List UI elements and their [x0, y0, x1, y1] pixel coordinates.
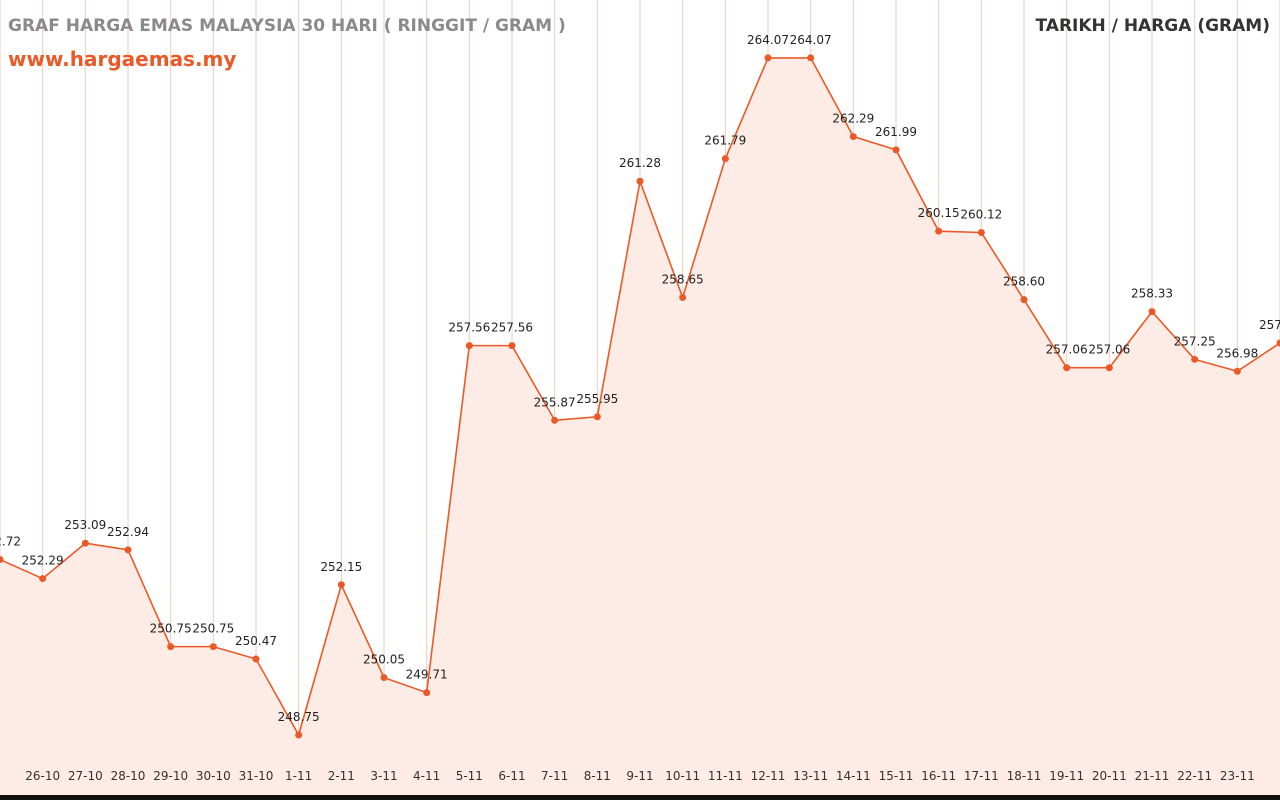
point	[935, 227, 943, 235]
x-tick-label: 20-11	[1092, 769, 1127, 783]
x-tick-label: 2-11	[328, 769, 355, 783]
value-label: 252.94	[107, 525, 149, 539]
value-label: 252.72	[0, 535, 21, 549]
value-label: 261.28	[619, 156, 661, 170]
value-label: 258.60	[1003, 275, 1045, 289]
point	[465, 342, 473, 350]
value-label: 250.05	[363, 653, 405, 667]
value-label: 262.29	[832, 112, 874, 126]
value-label: 250.75	[192, 622, 234, 636]
value-label: 264.07	[747, 33, 789, 47]
value-label: 260.12	[960, 207, 1002, 221]
x-tick-label: 5-11	[456, 769, 483, 783]
point	[1020, 296, 1028, 304]
x-tick-label: 14-11	[836, 769, 871, 783]
x-tick-label: 7-11	[541, 769, 568, 783]
value-label: 257.25	[1174, 334, 1216, 348]
x-tick-label: 26-10	[25, 769, 60, 783]
x-tick-label: 21-11	[1135, 769, 1170, 783]
point	[977, 228, 985, 236]
value-label: 261.99	[875, 125, 917, 139]
x-tick-label: 11-11	[708, 769, 743, 783]
x-tick-label: 29-10	[153, 769, 188, 783]
point	[721, 155, 729, 163]
x-tick-label: 19-11	[1049, 769, 1084, 783]
point	[209, 643, 217, 651]
point	[593, 413, 601, 421]
value-label: 255.87	[534, 395, 576, 409]
value-label: 258.33	[1131, 287, 1173, 301]
x-tick-label: 31-10	[239, 769, 274, 783]
value-label: 264.07	[790, 33, 832, 47]
point	[423, 689, 431, 697]
area	[0, 57, 1280, 795]
x-tick-label: 9-11	[626, 769, 653, 783]
value-label: 250.75	[150, 622, 192, 636]
value-label: 258.65	[662, 272, 704, 286]
point	[39, 575, 47, 583]
x-tick-label: 13-11	[793, 769, 828, 783]
value-label: 248.75	[278, 710, 320, 724]
value-label: 261.79	[704, 134, 746, 148]
x-tick-label: 28-10	[111, 769, 146, 783]
point	[0, 556, 4, 564]
point	[124, 546, 132, 554]
value-label: 253.09	[64, 518, 106, 532]
x-tick-label: 1-11	[285, 769, 312, 783]
bottom-bar	[0, 795, 1280, 800]
x-tick-label: 18-11	[1007, 769, 1042, 783]
value-label: 257.62	[1259, 318, 1280, 332]
point	[167, 643, 175, 651]
legend-title: TARIKH / HARGA (GRAM)	[1036, 16, 1270, 36]
x-tick-label: 4-11	[413, 769, 440, 783]
point	[849, 133, 857, 141]
value-label: 250.47	[235, 634, 277, 648]
point	[1148, 308, 1156, 316]
value-label: 257.56	[491, 321, 533, 335]
point	[1191, 355, 1199, 363]
value-label: 257.06	[1046, 343, 1088, 357]
x-tick-label: 10-11	[665, 769, 700, 783]
point	[1276, 339, 1280, 347]
value-label: 257.56	[448, 321, 490, 335]
point	[679, 293, 687, 301]
point	[81, 539, 89, 547]
x-tick-label: 30-10	[196, 769, 231, 783]
value-label: 257.06	[1088, 343, 1130, 357]
plot: 252.72252.29253.09252.94250.75250.75250.…	[0, 33, 1280, 795]
point	[295, 731, 303, 739]
point	[1063, 364, 1071, 372]
point	[380, 674, 388, 682]
point	[508, 342, 516, 350]
chart-title: GRAF HARGA EMAS MALAYSIA 30 HARI ( RINGG…	[8, 16, 566, 36]
x-tick-label: 15-11	[879, 769, 914, 783]
x-tick-label: 17-11	[964, 769, 999, 783]
value-label: 249.71	[406, 668, 448, 682]
point	[764, 54, 772, 62]
point	[337, 581, 345, 589]
value-label: 256.98	[1216, 346, 1258, 360]
point	[1105, 364, 1113, 372]
value-label: 255.95	[576, 392, 618, 406]
point	[636, 177, 644, 185]
chart-subtitle: www.hargaemas.my	[8, 47, 236, 71]
x-tick-label: 22-11	[1177, 769, 1212, 783]
point	[807, 54, 815, 62]
x-tick-label: 27-10	[68, 769, 103, 783]
x-tick-label: 16-11	[921, 769, 956, 783]
x-tick-label: 23-11	[1220, 769, 1255, 783]
value-label: 252.15	[320, 560, 362, 574]
point	[252, 655, 260, 663]
point	[1233, 367, 1241, 375]
x-tick-label: 3-11	[370, 769, 397, 783]
point	[892, 146, 900, 154]
value-label: 252.29	[22, 554, 64, 568]
x-tick-label: 12-11	[751, 769, 786, 783]
x-tick-label: 8-11	[584, 769, 611, 783]
x-tick-label: 6-11	[498, 769, 525, 783]
value-label: 260.15	[918, 206, 960, 220]
point	[551, 416, 559, 424]
